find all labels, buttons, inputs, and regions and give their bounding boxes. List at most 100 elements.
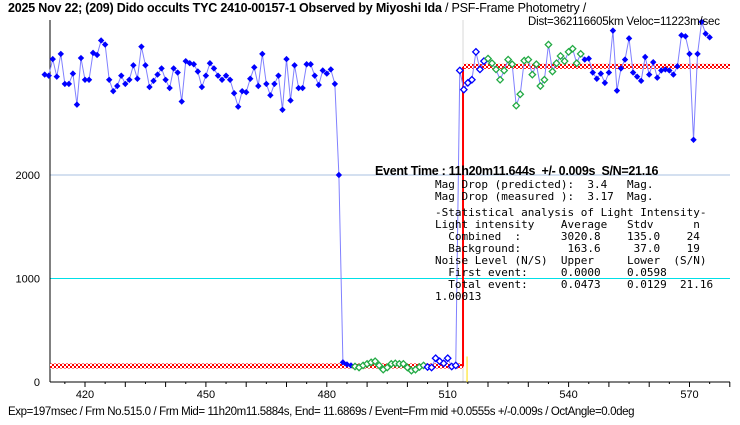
x-tick-label: 540 — [559, 389, 577, 401]
data-point — [327, 66, 335, 73]
data-point — [97, 37, 105, 44]
data-point — [605, 69, 613, 76]
data-point — [53, 73, 60, 80]
data-point — [202, 72, 210, 79]
data-point — [528, 70, 537, 79]
data-point — [597, 70, 605, 77]
data-point — [110, 87, 117, 95]
data-point — [556, 51, 565, 61]
data-point — [678, 32, 685, 39]
data-point — [451, 361, 460, 370]
data-point — [295, 84, 302, 92]
data-point — [315, 81, 322, 89]
data-point — [658, 67, 665, 74]
data-point — [690, 136, 697, 144]
data-point — [114, 82, 121, 90]
data-point — [674, 63, 681, 70]
data-point — [544, 40, 553, 49]
data-point — [206, 60, 214, 67]
data-point — [101, 41, 109, 48]
data-point — [560, 57, 569, 66]
data-point — [568, 44, 577, 53]
data-point — [105, 76, 113, 83]
data-point — [335, 171, 343, 179]
data-point — [637, 77, 645, 85]
stats-line: First event: 0.0000 0.0598 — [435, 266, 667, 279]
data-point — [138, 43, 145, 50]
data-point — [698, 18, 705, 26]
data-point — [613, 87, 621, 94]
data-point — [552, 59, 561, 68]
data-point — [633, 73, 641, 80]
data-point — [85, 76, 93, 83]
distance-velocity: Dist=362116605km Veloc=11223m/sec — [528, 16, 720, 28]
data-point — [475, 65, 485, 74]
data-point — [69, 70, 77, 77]
data-point — [589, 69, 596, 76]
data-point — [65, 80, 73, 88]
data-point — [576, 49, 585, 59]
data-point — [686, 50, 693, 58]
data-point — [455, 66, 464, 75]
data-point — [146, 83, 153, 91]
data-point — [170, 65, 177, 72]
data-point — [126, 76, 133, 83]
data-point — [303, 61, 310, 68]
data-point — [45, 72, 52, 79]
data-point — [198, 83, 206, 91]
data-point — [487, 59, 497, 68]
data-point — [483, 54, 493, 63]
data-point — [427, 363, 436, 372]
stats-line: Total event: 0.0473 0.0129 21.16 — [435, 278, 714, 291]
data-point — [287, 97, 294, 104]
data-point — [81, 76, 89, 83]
data-point — [73, 101, 81, 108]
data-point — [311, 72, 318, 79]
data-point — [666, 67, 673, 74]
title-main: 2025 Nov 22; (209) Dido occults TYC 2410… — [8, 1, 442, 15]
data-point — [467, 75, 476, 84]
model-low-line — [50, 363, 464, 369]
stats-line: Mag Drop (measured ): 3.17 Mag. — [435, 190, 654, 203]
data-point — [431, 354, 440, 363]
data-point — [61, 80, 69, 88]
data-point — [383, 363, 392, 372]
data-point — [279, 106, 286, 113]
x-tick-label: 450 — [197, 389, 215, 401]
data-point — [222, 72, 230, 79]
data-point — [650, 58, 657, 66]
data-point — [154, 71, 161, 78]
data-point — [299, 84, 306, 92]
data-point — [182, 57, 189, 65]
stats-line: -Statistical analysis of Light Intensity… — [435, 206, 707, 219]
data-point — [621, 56, 629, 63]
data-point — [581, 56, 588, 63]
y-tick-label: 1000 — [16, 274, 40, 286]
data-point — [641, 53, 649, 61]
data-point — [259, 50, 266, 58]
data-point — [214, 72, 222, 79]
data-point — [516, 90, 525, 99]
data-point — [371, 357, 380, 366]
data-point — [174, 69, 181, 76]
data-point — [702, 30, 709, 37]
stats-line: Background: 163.6 37.0 19 — [435, 242, 700, 255]
data-point — [512, 101, 521, 110]
data-point — [218, 76, 226, 83]
data-point — [255, 82, 262, 90]
data-point — [491, 65, 501, 74]
x-tick-label: 480 — [318, 389, 336, 401]
data-point — [134, 75, 141, 82]
data-point — [162, 76, 169, 83]
data-point — [548, 67, 557, 76]
data-point — [572, 59, 581, 68]
data-point — [585, 55, 592, 62]
x-tick-label: 510 — [439, 389, 457, 401]
data-point — [646, 71, 653, 78]
data-point — [89, 49, 97, 57]
title-method: / PSF-Frame Photometry / — [441, 1, 587, 15]
data-point — [323, 70, 330, 77]
data-point — [706, 34, 713, 41]
data-point — [495, 75, 505, 84]
